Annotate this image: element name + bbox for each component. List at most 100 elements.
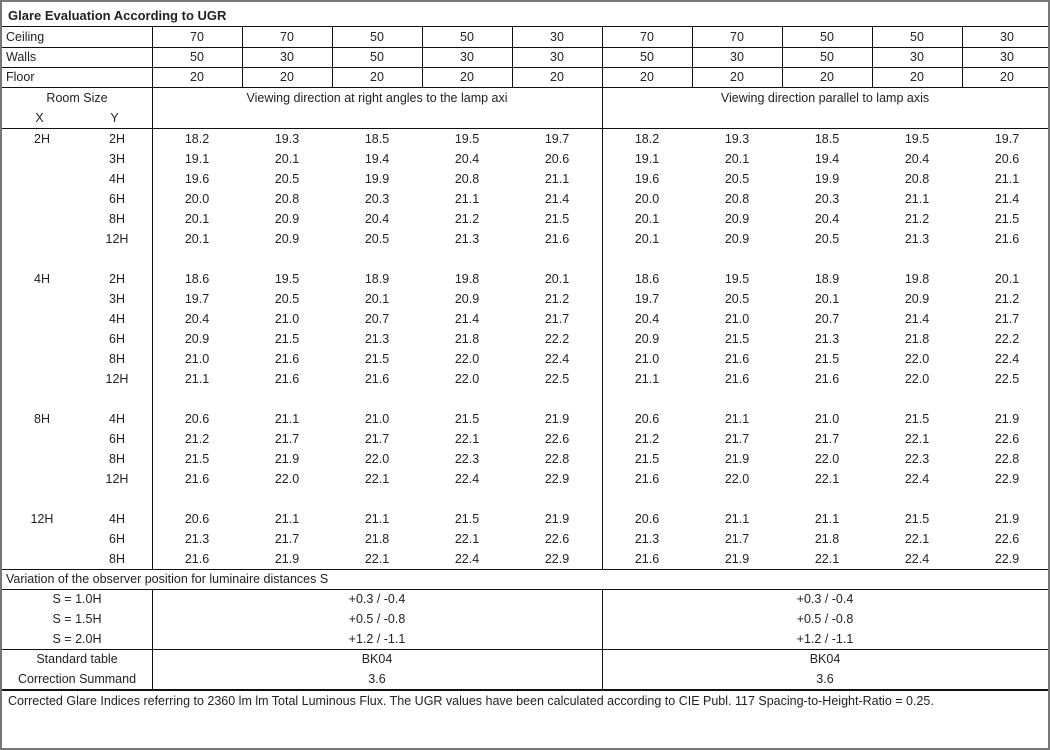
room-y-value: 8H [109,452,125,466]
ugr-value: 21.1 [724,412,750,426]
ugr-value: 21.1 [544,172,570,186]
ugr-value: 21.7 [544,312,570,326]
ugr-value: 21.9 [724,452,750,466]
ugr-value: 18.9 [814,272,840,286]
reflectance-value: 50 [190,50,204,64]
room-y-value: 8H [109,352,125,366]
ugr-value: 19.6 [634,172,660,186]
ugr-value: 20.1 [184,212,210,226]
ugr-value: 22.9 [544,552,570,566]
standard-label: Standard table [36,652,118,666]
ugr-value: 21.6 [274,352,300,366]
ugr-value: 19.7 [994,132,1020,146]
reflectance-value: 30 [460,50,474,64]
room-x-value: 2H [34,132,50,146]
ugr-value: 20.6 [994,152,1020,166]
ugr-value: 21.5 [454,512,480,526]
ugr-value: 22.1 [904,432,930,446]
ugr-value: 18.5 [364,132,390,146]
room-y-value: 12H [105,472,129,486]
ugr-value: 22.1 [364,472,390,486]
variation-title: Variation of the observer position for l… [6,572,329,586]
reflectance-value: 20 [730,70,744,84]
ugr-value: 21.3 [634,532,660,546]
ugr-value: 21.6 [814,372,840,386]
ugr-value: 21.0 [364,412,390,426]
divider [2,589,1048,590]
reflectance-value: 50 [820,50,834,64]
ugr-value: 21.6 [724,372,750,386]
ugr-value: 19.8 [904,272,930,286]
ugr-value: 21.1 [454,192,480,206]
ugr-value: 18.9 [364,272,390,286]
ugr-value: 22.4 [544,352,570,366]
ugr-value: 21.3 [454,232,480,246]
reflectance-value: 20 [910,70,924,84]
reflectance-value: 50 [910,30,924,44]
ugr-value: 18.5 [814,132,840,146]
ugr-value: 22.0 [904,352,930,366]
ugr-value: 20.4 [904,152,930,166]
ugr-value: 21.6 [184,552,210,566]
ugr-value: 21.6 [634,552,660,566]
reflectance-value: 30 [910,50,924,64]
variation-right: +1.2 / -1.1 [796,632,854,646]
ugr-value: 21.9 [994,512,1020,526]
divider [2,649,1048,650]
ugr-value: 21.1 [814,512,840,526]
ugr-value: 21.2 [904,212,930,226]
ugr-value: 22.5 [994,372,1020,386]
ugr-value: 20.6 [184,412,210,426]
reflectance-value: 30 [1000,30,1014,44]
room-y-value: 12H [105,372,129,386]
room-y-value: 4H [109,512,125,526]
reflectance-value: 50 [640,50,654,64]
ugr-value: 21.2 [544,292,570,306]
reflectance-value: 20 [370,70,384,84]
ugr-value: 21.7 [724,432,750,446]
ugr-value: 18.2 [634,132,660,146]
y-label: Y [110,111,119,125]
ugr-value: 21.8 [364,532,390,546]
ugr-value: 19.5 [724,272,750,286]
reflectance-label: Ceiling [6,30,45,44]
ugr-value: 22.0 [904,372,930,386]
ugr-value: 20.5 [814,232,840,246]
ugr-value: 21.9 [274,552,300,566]
ugr-value: 20.1 [274,152,300,166]
variation-right: +0.3 / -0.4 [796,592,854,606]
ugr-value: 21.5 [274,332,300,346]
ugr-value: 21.7 [814,432,840,446]
ugr-value: 20.1 [814,292,840,306]
ugr-value: 20.6 [184,512,210,526]
ugr-value: 18.2 [184,132,210,146]
divider [782,27,783,87]
divider [2,689,1048,691]
ugr-value: 22.1 [364,552,390,566]
ugr-value: 21.7 [724,532,750,546]
ugr-value: 22.6 [994,532,1020,546]
ugr-value: 19.1 [634,152,660,166]
ugr-value: 21.4 [994,192,1020,206]
ugr-value: 21.4 [544,192,570,206]
ugr-value: 19.9 [364,172,390,186]
ugr-value: 21.4 [454,312,480,326]
ugr-value: 21.1 [274,512,300,526]
ugr-value: 21.7 [274,532,300,546]
ugr-value: 21.5 [814,352,840,366]
divider [602,27,603,569]
ugr-value: 21.6 [184,472,210,486]
ugr-value: 21.2 [994,292,1020,306]
ugr-value: 22.0 [274,472,300,486]
ugr-value: 21.6 [274,372,300,386]
variation-label: S = 1.5H [52,612,102,626]
ugr-value: 19.9 [814,172,840,186]
ugr-value: 22.2 [544,332,570,346]
ugr-value: 21.0 [634,352,660,366]
ugr-value: 20.1 [634,212,660,226]
room-x-value: 4H [34,272,50,286]
ugr-value: 21.1 [274,412,300,426]
ugr-value: 21.1 [994,172,1020,186]
ugr-value: 20.8 [724,192,750,206]
